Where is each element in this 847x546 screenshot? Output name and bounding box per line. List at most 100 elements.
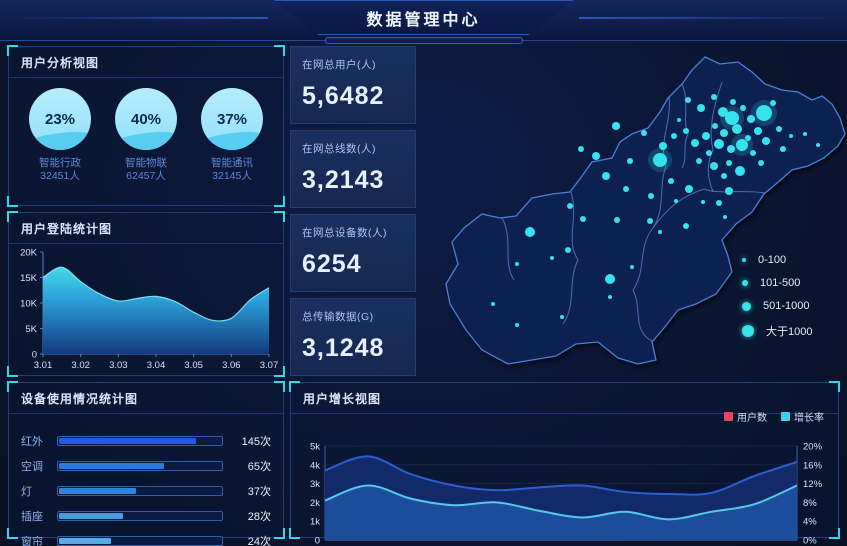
corner-decoration	[829, 381, 840, 392]
svg-text:16%: 16%	[803, 460, 823, 471]
legend-label: 增长率	[794, 413, 824, 424]
bar-value-label: 28次	[247, 510, 271, 523]
panel-user-analysis: 用户分析视图 23% 智能行政 32451人 40% 智能物联 62457人 37% 智能通讯…	[7, 45, 285, 207]
svg-text:3.01: 3.01	[34, 360, 53, 371]
gauge-percent: 37%	[216, 110, 248, 128]
map-legend-label: 0-100	[758, 254, 787, 266]
header-underline-decoration	[324, 37, 523, 44]
bar-fill	[59, 512, 123, 519]
corner-decoration	[274, 45, 285, 56]
legend-dot	[742, 258, 746, 262]
bar-value-label: 145次	[241, 435, 271, 448]
corner-decoration	[7, 528, 18, 539]
map-legend-item-1: 0-100	[742, 254, 812, 266]
header-bar: 数据管理中心	[0, 0, 847, 44]
stat-label: 在网总线数(人)	[302, 143, 376, 155]
stat-label: 在网总设备数(人)	[302, 227, 387, 239]
header-title-plate: 数据管理中心	[273, 0, 574, 35]
svg-text:20%: 20%	[803, 442, 823, 453]
svg-text:5k: 5k	[310, 442, 320, 453]
corner-decoration	[274, 196, 285, 207]
gauge-label: 智能通讯	[211, 157, 253, 169]
panel-login-stats: 用户登陆统计图 0 5K 10K 15K 20K 3.01 3.02 3.03 3.04 3.05…	[7, 211, 285, 377]
bar-row-插座: 插座 28次	[21, 503, 271, 528]
svg-text:0: 0	[32, 350, 37, 361]
bar-track	[57, 435, 223, 446]
svg-text:3.07: 3.07	[260, 360, 279, 371]
map-legend-item-2: 101-500	[742, 277, 812, 289]
bar-track	[57, 485, 223, 496]
bar-fill	[59, 462, 164, 469]
corner-decoration	[274, 211, 285, 222]
corner-decoration	[7, 211, 18, 222]
corner-decoration	[7, 196, 18, 207]
stat-value: 3,2143	[302, 166, 385, 194]
stat-value: 3,1248	[302, 334, 385, 362]
panel-title-login-stats: 用户登陆统计图	[9, 213, 283, 244]
map-legend-label: 501-1000	[763, 300, 810, 312]
bar-row-红外: 红外 145次	[21, 428, 271, 453]
growth-area-chart: 01k2k3k4k5k0%4%8%12%16%20%2018.012018.02…	[310, 442, 823, 546]
svg-text:1k: 1k	[310, 517, 320, 528]
legend-dot	[742, 325, 754, 337]
map-zone: 0-100 101-500 501-1000 大于1000	[420, 42, 847, 378]
bar-value-label: 24次	[247, 535, 271, 546]
bar-category-label: 灯	[21, 485, 32, 498]
corner-decoration	[274, 381, 285, 392]
corner-decoration	[289, 528, 300, 539]
stat-label: 总传输数据(G)	[302, 311, 374, 323]
stat-card-1: 在网总用户(人) 5,6482	[290, 46, 416, 124]
panel-title-user-analysis: 用户分析视图	[9, 47, 283, 78]
gauge-circle: 40%	[115, 88, 177, 150]
gauge-percent: 40%	[130, 110, 162, 128]
panel-user-growth: 用户增长视图 用户数 增长率 0 1k 2k 3k 4k 5k 0% 4% 8% 12% 16% 20%…	[289, 381, 840, 546]
gauge-1: 23% 智能行政 32451人	[21, 88, 99, 183]
bar-category-label: 红外	[21, 435, 43, 448]
bar-value-label: 37次	[247, 485, 271, 498]
svg-text:3.06: 3.06	[222, 360, 241, 371]
gauge-circle: 23%	[29, 88, 91, 150]
bar-row-空调: 空调 65次	[21, 453, 271, 478]
svg-text:0%: 0%	[803, 536, 817, 546]
svg-text:5K: 5K	[25, 324, 37, 335]
gauge-count: 32145人	[212, 170, 252, 182]
bar-track	[57, 510, 223, 521]
svg-text:3.04: 3.04	[147, 360, 166, 371]
header-line-left	[18, 17, 268, 19]
svg-text:20K: 20K	[20, 248, 38, 259]
gauge-row: 23% 智能行政 32451人 40% 智能物联 62457人 37% 智能通讯 32145人	[9, 78, 283, 183]
header-line-right	[579, 17, 829, 19]
svg-text:4%: 4%	[803, 517, 817, 528]
region-bubble-map	[445, 56, 846, 365]
bar-row-窗帘: 窗帘 24次	[21, 528, 271, 546]
bar-value-label: 65次	[247, 460, 271, 473]
legend-item-用户数[interactable]: 用户数	[724, 409, 767, 424]
map-legend-item-4: 大于1000	[742, 323, 812, 339]
bar-category-label: 窗帘	[21, 535, 43, 546]
map-legend-label: 大于1000	[766, 326, 813, 338]
legend-item-增长率[interactable]: 增长率	[781, 409, 824, 424]
bar-fill	[59, 537, 112, 544]
corner-decoration	[274, 366, 285, 377]
panel-title-user-growth: 用户增长视图	[291, 383, 838, 414]
corner-decoration	[274, 528, 285, 539]
bar-row-灯: 灯 37次	[21, 478, 271, 503]
panel-title-device-usage: 设备使用情况统计图	[9, 383, 283, 414]
svg-text:10K: 10K	[20, 299, 38, 310]
legend-dot	[742, 301, 751, 311]
svg-text:0: 0	[315, 536, 320, 546]
svg-text:4k: 4k	[310, 460, 320, 471]
corner-decoration	[829, 528, 840, 539]
legend-swatch	[781, 412, 790, 421]
gauge-count: 62457人	[126, 170, 166, 182]
bar-category-label: 插座	[21, 510, 43, 523]
svg-text:2k: 2k	[310, 498, 320, 509]
stat-card-2: 在网总线数(人) 3,2143	[290, 130, 416, 208]
svg-text:8%: 8%	[803, 498, 817, 509]
gauge-circle: 37%	[201, 88, 263, 150]
gauge-count: 32451人	[40, 170, 80, 182]
legend-dot	[742, 280, 748, 286]
stat-card-4: 总传输数据(G) 3,1248	[290, 298, 416, 376]
svg-text:12%: 12%	[803, 479, 823, 490]
